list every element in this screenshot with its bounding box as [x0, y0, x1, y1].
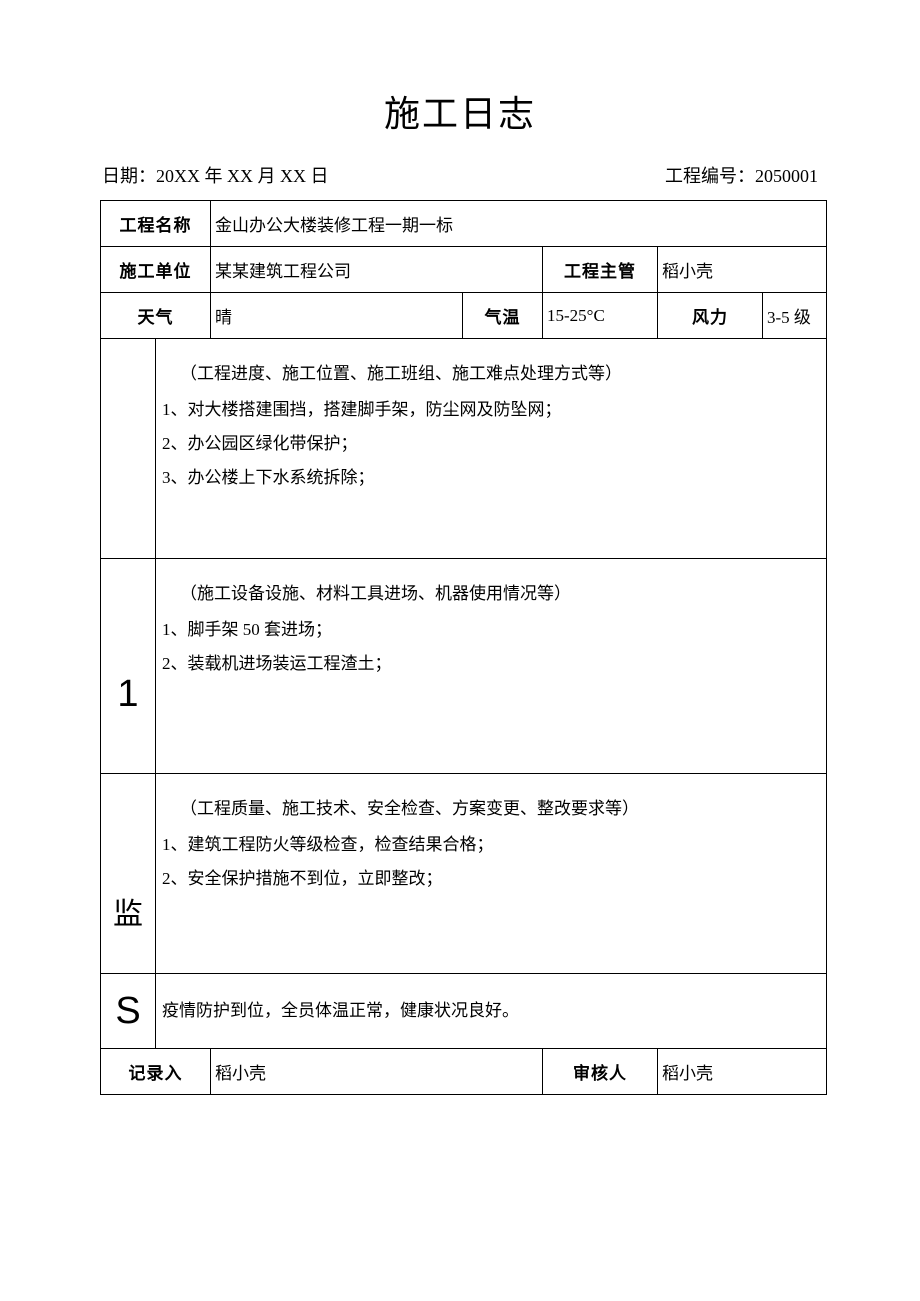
- section-2-line-2: 2、装载机进场装运工程渣土；: [162, 647, 816, 681]
- section-2-hint: （施工设备设施、材料工具进场、机器使用情况等）: [162, 577, 816, 611]
- wind-value: 3-5 级: [763, 293, 827, 339]
- code-label: 工程编号：: [665, 166, 755, 186]
- temperature-label: 气温: [463, 293, 543, 339]
- section-4-label: S: [101, 974, 156, 1049]
- row-footer: 记录入 稻小壳 审核人 稻小壳: [101, 1049, 827, 1095]
- section-2-line-1: 1、脚手架 50 套进场；: [162, 613, 816, 647]
- section-3-label: 监: [101, 774, 156, 974]
- reviewer-value: 稻小壳: [658, 1049, 827, 1095]
- section-2-content: （施工设备设施、材料工具进场、机器使用情况等） 1、脚手架 50 套进场； 2、…: [156, 559, 827, 774]
- recorder-label: 记录入: [101, 1049, 211, 1095]
- recorder-value: 稻小壳: [211, 1049, 543, 1095]
- project-manager-label: 工程主管: [543, 247, 658, 293]
- section-4-content: 疫情防护到位，全员体温正常，健康状况良好。: [156, 974, 827, 1049]
- section-3-hint: （工程质量、施工技术、安全检查、方案变更、整改要求等）: [162, 792, 816, 826]
- date-value: 20XX 年 XX 月 XX 日: [156, 166, 329, 186]
- date-section: 日期：20XX 年 XX 月 XX 日: [102, 162, 329, 188]
- row-unit-manager: 施工单位 某某建筑工程公司 工程主管 稻小壳: [101, 247, 827, 293]
- reviewer-label: 审核人: [543, 1049, 658, 1095]
- section-1-label: [101, 339, 156, 559]
- wind-label: 风力: [658, 293, 763, 339]
- weather-value: 晴: [211, 293, 463, 339]
- temperature-value: 15-25°C: [543, 293, 658, 339]
- section-2-label: 1: [101, 559, 156, 774]
- date-label: 日期：: [102, 166, 156, 186]
- header-row: 日期：20XX 年 XX 月 XX 日 工程编号：2050001: [100, 162, 820, 188]
- section-4-row: S 疫情防护到位，全员体温正常，健康状况良好。: [101, 974, 827, 1049]
- log-table: 工程名称 金山办公大楼装修工程一期一标 施工单位 某某建筑工程公司 工程主管 稻…: [100, 200, 827, 1095]
- section-1-row: （工程进度、施工位置、施工班组、施工难点处理方式等） 1、对大楼搭建围挡，搭建脚…: [101, 339, 827, 559]
- section-1-line-2: 2、办公园区绿化带保护；: [162, 427, 816, 461]
- row-weather: 天气 晴 气温 15-25°C 风力 3-5 级: [101, 293, 827, 339]
- weather-label: 天气: [101, 293, 211, 339]
- construction-unit-label: 施工单位: [101, 247, 211, 293]
- section-1-line-3: 3、办公楼上下水系统拆除；: [162, 461, 816, 495]
- project-name-label: 工程名称: [101, 201, 211, 247]
- section-3-line-1: 1、建筑工程防火等级检查，检查结果合格；: [162, 828, 816, 862]
- section-2-row: 1 （施工设备设施、材料工具进场、机器使用情况等） 1、脚手架 50 套进场； …: [101, 559, 827, 774]
- section-3-line-2: 2、安全保护措施不到位，立即整改；: [162, 862, 816, 896]
- row-project-name: 工程名称 金山办公大楼装修工程一期一标: [101, 201, 827, 247]
- section-3-row: 监 （工程质量、施工技术、安全检查、方案变更、整改要求等） 1、建筑工程防火等级…: [101, 774, 827, 974]
- section-4-text: 疫情防护到位，全员体温正常，健康状况良好。: [162, 994, 816, 1028]
- section-1-line-1: 1、对大楼搭建围挡，搭建脚手架，防尘网及防坠网；: [162, 393, 816, 427]
- project-manager-value: 稻小壳: [658, 247, 827, 293]
- code-value: 2050001: [755, 166, 818, 186]
- section-1-hint: （工程进度、施工位置、施工班组、施工难点处理方式等）: [162, 357, 816, 391]
- page-title: 施工日志: [100, 85, 820, 137]
- project-name-value: 金山办公大楼装修工程一期一标: [211, 201, 827, 247]
- code-section: 工程编号：2050001: [665, 162, 818, 188]
- section-1-content: （工程进度、施工位置、施工班组、施工难点处理方式等） 1、对大楼搭建围挡，搭建脚…: [156, 339, 827, 559]
- section-3-content: （工程质量、施工技术、安全检查、方案变更、整改要求等） 1、建筑工程防火等级检查…: [156, 774, 827, 974]
- construction-unit-value: 某某建筑工程公司: [211, 247, 543, 293]
